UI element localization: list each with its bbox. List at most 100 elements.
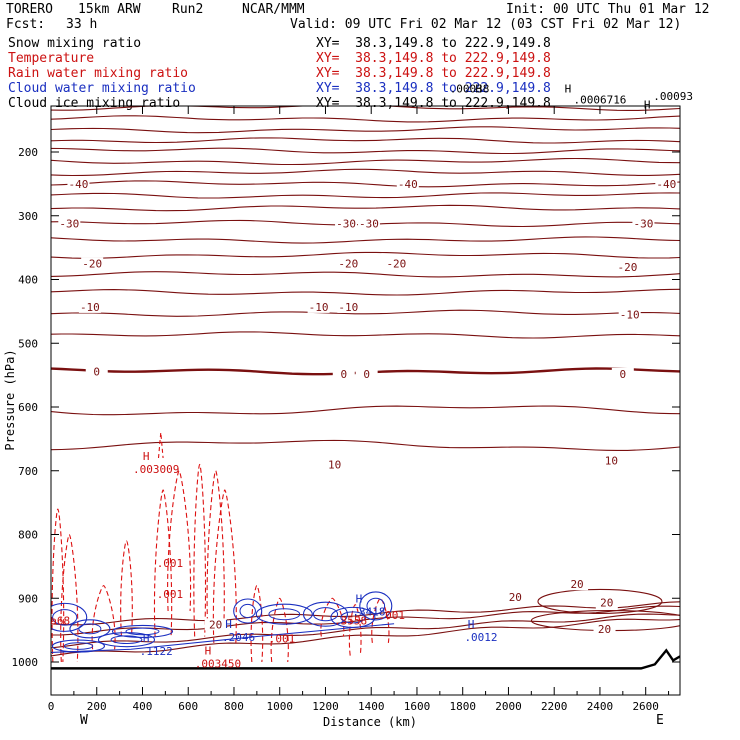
cloud-water-contour [69, 619, 111, 639]
isotherm-line [51, 157, 680, 166]
cloud-water-contour [125, 627, 160, 636]
isotherm-label-bg [81, 257, 104, 270]
y-tick-label: 600 [18, 401, 38, 414]
x-axis-label: Distance (km) [323, 715, 417, 729]
isotherm-label-bg [504, 590, 527, 603]
cloud-water-contour [359, 591, 393, 621]
isotherm-line [51, 601, 680, 626]
extremum-value: .0012 [464, 631, 497, 644]
y-tick-label: 800 [18, 529, 38, 542]
isotherm-label-bg [611, 367, 634, 380]
y-tick-label: 400 [18, 274, 38, 287]
cloud-water-contour [233, 598, 263, 624]
isotherm-label-bg [655, 177, 678, 190]
cloud-water-contour [302, 601, 349, 627]
isotherm-label: -20 [82, 258, 102, 271]
extremum-letter: H [225, 618, 232, 631]
extremum-letter: H [356, 593, 363, 606]
field-xy: XY= 38.3,149.8 to 222.9,149.8 [316, 51, 551, 66]
isotherm-label: -20 [386, 258, 406, 271]
contour-value-label: H [565, 82, 572, 95]
x-tick-label: 1000 [266, 700, 293, 713]
rain-contour [60, 533, 79, 663]
rain-contour [51, 508, 65, 663]
x-tick-label: 2400 [587, 700, 614, 713]
x-tick-label: 2200 [541, 700, 568, 713]
isotherm-line [51, 288, 680, 296]
extremum-letter: H [143, 450, 150, 463]
isotherm-label: -30 [336, 217, 356, 230]
isotherm-line [51, 251, 680, 259]
isotherm-label: 0 [93, 365, 100, 378]
field-name: Cloud water mixing ratio [8, 81, 196, 96]
cloud-water-contour [255, 603, 313, 625]
cloud-water-contour [78, 623, 102, 635]
isotherm-label: -30 [359, 217, 379, 230]
isotherm-line [51, 137, 680, 144]
extremum-value: .1122 [140, 645, 173, 658]
isotherm-label: 0 [340, 368, 347, 381]
cloud-water-contour [111, 624, 174, 638]
isotherm-label-bg [618, 308, 641, 321]
isotherm-label-bg [357, 217, 380, 230]
x-tick-label: 1200 [312, 700, 339, 713]
isotherm-label: 20 [570, 578, 583, 591]
contour-value-label: .001 [157, 588, 184, 601]
field-xy: XY= 38.3,149.8 to 222.9,149.8 [316, 81, 551, 96]
isotherm-label: -40 [398, 178, 418, 191]
field-name: Rain water mixing ratio [8, 66, 189, 81]
isotherm-label: -20 [338, 258, 358, 271]
field-xy: XY= 38.3,149.8 to 222.9,149.8 [316, 36, 551, 51]
isotherm-label: 20 [509, 591, 522, 604]
y-tick-label: 1000 [12, 656, 39, 669]
rain-contour [120, 540, 133, 637]
extremum-letter: H [468, 618, 475, 631]
isotherm-label-bg [307, 300, 330, 313]
valid-time: Valid: 09 UTC Fri 02 Mar 12 (03 CST Fri … [290, 17, 682, 32]
y-axis-label: Pressure (hPa) [3, 349, 17, 450]
y-tick-label: 900 [18, 592, 38, 605]
contour-value-label: .00038 [450, 82, 490, 95]
isotherm-label: -40 [656, 178, 676, 191]
isotherm-label: -10 [620, 309, 640, 322]
isotherm-label-bg [335, 217, 358, 230]
cloud-water-contour [63, 642, 94, 650]
x-tick-label: 2600 [632, 700, 659, 713]
x-tick-label: 800 [224, 700, 244, 713]
cloud-water-contour [340, 611, 366, 624]
isotherm-label: 0 [363, 368, 370, 381]
rain-contour [153, 489, 173, 637]
rain-contour [212, 489, 237, 643]
label-layer: -40 -40 -40-30 -30 -30 -30-20 -20 -20 -20-10 -10-… [50, 82, 693, 670]
isotherm-label: -30 [59, 217, 79, 230]
field-name: Snow mixing ratio [8, 36, 142, 51]
contour-value-label: H [475, 82, 482, 95]
rain-contour [250, 584, 264, 663]
org-label: NCAR/MMM [242, 2, 305, 17]
x-tick-label: 400 [133, 700, 153, 713]
cloud-water-contour [51, 639, 105, 653]
extremum-value: .2046 [222, 631, 255, 644]
isotherm-label: -20 [617, 261, 637, 274]
isotherm-label-bg [566, 578, 589, 591]
extremum-letter: H [143, 632, 150, 645]
rain-contour [206, 470, 225, 631]
forecast-label: Fcst: [6, 17, 46, 32]
isotherm-line [51, 106, 680, 111]
isotherm-line [51, 271, 680, 278]
isotherm-label: 20 [600, 597, 613, 610]
isotherm-label-bg [337, 257, 360, 270]
cloud-water-contour [366, 597, 386, 615]
cloud-water-contour [51, 602, 88, 632]
isotherm-line [51, 192, 680, 199]
isotherm-line [51, 605, 680, 636]
plot-frame [50, 105, 681, 696]
x-tick-label: 1600 [404, 700, 431, 713]
extremum-value: .3418 [352, 606, 385, 619]
isotherm-label-bg [616, 260, 639, 273]
isotherm-label: -10 [309, 301, 329, 314]
isotherm-label: 20 [598, 623, 611, 636]
isotherm-label-bg [78, 300, 101, 313]
rain-contour [157, 432, 164, 459]
rain-contour [348, 604, 362, 656]
